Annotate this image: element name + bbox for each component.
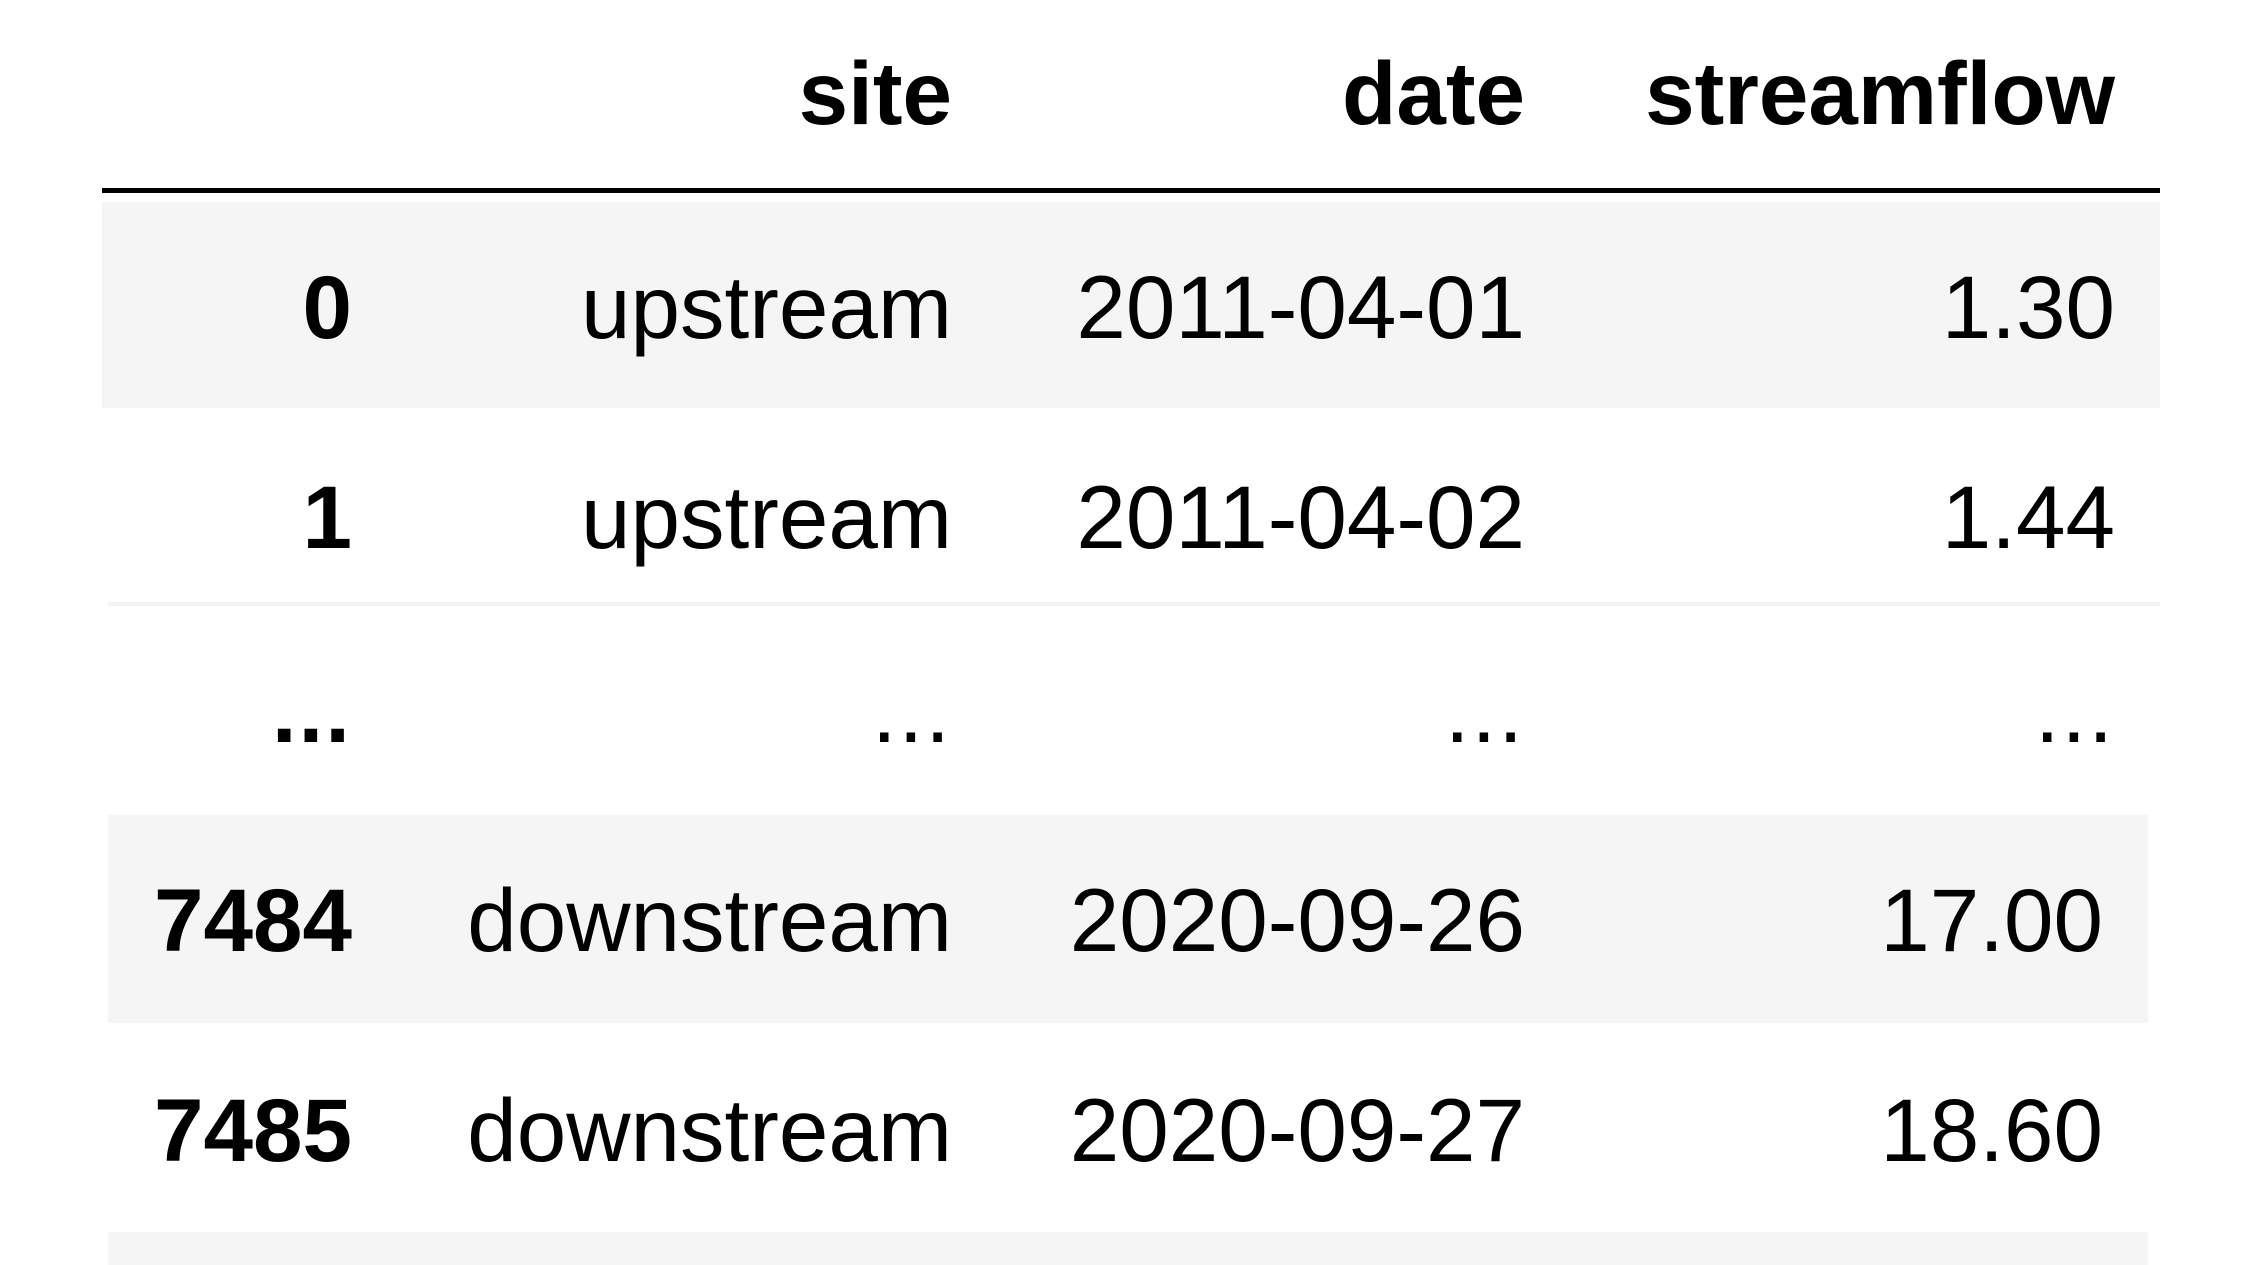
- cell-date: 2011-04-01: [1076, 257, 1525, 357]
- row-index: 7484: [154, 870, 352, 970]
- cell-streamflow: 1.44: [1941, 467, 2115, 567]
- table-row: 1 upstream 2011-04-02 1.44: [0, 412, 2249, 622]
- header-index: [0, 0, 352, 198]
- cell-streamflow: ...: [2034, 661, 2115, 761]
- cell-site: downstream: [467, 1080, 952, 1180]
- row-stripe: [108, 815, 2148, 1023]
- row-index: 1: [302, 467, 353, 567]
- cell-date: 2011-04-02: [1076, 467, 1525, 567]
- cell-site: upstream: [581, 467, 952, 567]
- table-row-ellipsis: ... ... ... ...: [0, 606, 2249, 816]
- row-index: 7485: [154, 1080, 352, 1180]
- header-site: site: [798, 43, 952, 143]
- table-row: 0 upstream 2011-04-01 1.30: [0, 202, 2249, 412]
- cell-date: 2020-09-26: [1069, 870, 1525, 970]
- cell-streamflow: 18.60: [1880, 1080, 2103, 1180]
- header-streamflow: streamflow: [1645, 43, 2115, 143]
- table-header-row: site date streamflow: [0, 0, 2249, 198]
- cell-date: ...: [1444, 661, 1525, 761]
- table-row: 7485 downstream 2020-09-27 18.60: [0, 1025, 2249, 1235]
- cell-streamflow: 17.00: [1880, 870, 2103, 970]
- table-row: 7484 downstream 2020-09-26 17.00: [0, 815, 2249, 1025]
- row-index: 0: [302, 257, 353, 357]
- cell-site: upstream: [581, 257, 952, 357]
- cell-date: 2020-09-27: [1069, 1080, 1525, 1180]
- row-stripe: [102, 202, 2160, 408]
- header-divider: [102, 188, 2160, 193]
- header-date: date: [1342, 43, 1525, 143]
- row-stripe-partial: [108, 1232, 2148, 1265]
- row-divider: [108, 602, 2160, 606]
- row-index: ...: [271, 661, 352, 761]
- cell-site: ...: [871, 661, 952, 761]
- cell-streamflow: 1.30: [1941, 257, 2115, 357]
- cell-site: downstream: [467, 870, 952, 970]
